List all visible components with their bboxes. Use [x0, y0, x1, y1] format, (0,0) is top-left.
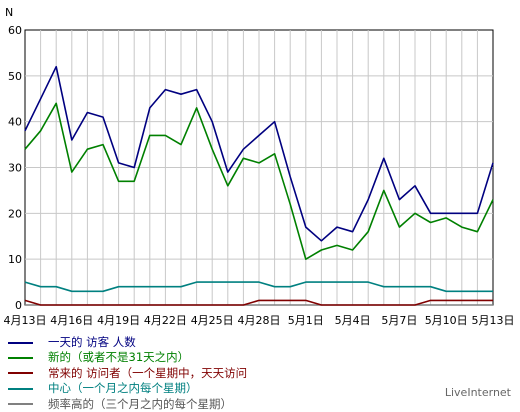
x-tick-label: 4月19日	[97, 314, 140, 327]
x-tick-label: 4月13日	[4, 314, 47, 327]
legend-item: 一天的 访客 人数	[8, 335, 247, 350]
legend-label: 一天的 访客 人数	[48, 335, 136, 349]
legend-label: 中心（一个月之内每个星期）	[48, 381, 198, 396]
y-tick-label: 0	[15, 299, 22, 312]
x-tick-label: 4月22日	[144, 314, 187, 327]
legend-label: 新的（或者不是31天之内）	[48, 350, 190, 365]
x-tick-label: 4月16日	[50, 314, 93, 327]
liveinternet-credit: LiveInternet	[444, 386, 511, 399]
legend-label: 频率高的（三个月之内的每个星期）	[48, 396, 232, 411]
x-tick-label: 5月10日	[425, 314, 468, 327]
series-line-0	[24, 65, 494, 242]
x-tick-label: 5月1日	[288, 314, 324, 327]
legend-label: 常来的 访问者（一个星期中，天天访问	[48, 365, 248, 380]
y-tick-label: 10	[8, 253, 22, 266]
legend-item: 频率高的（三个月之内的每个星期）	[8, 397, 247, 412]
x-tick-label: 4月25日	[191, 314, 234, 327]
x-tick-label: 5月4日	[335, 314, 371, 327]
legend-swatch	[8, 403, 33, 406]
y-axis-label: N	[5, 6, 13, 19]
x-tick-label: 5月13日	[472, 314, 515, 327]
y-tick-label: 40	[8, 116, 22, 129]
legend-swatch	[8, 387, 33, 390]
y-tick-label: 20	[8, 207, 22, 220]
legend-item: 中心（一个月之内每个星期）	[8, 381, 247, 396]
legend-item: 新的（或者不是31天之内）	[8, 350, 247, 365]
y-tick-label: 60	[8, 24, 22, 37]
x-tick-label: 4月28日	[238, 314, 281, 327]
line-chart: N 0 10 20 30 40 50 60 4月13日 4月16日 4月19日 4月22日 4月25日 4…	[4, 6, 515, 327]
legend-swatch	[8, 372, 33, 375]
legend-swatch	[8, 341, 33, 344]
series-line-3	[24, 281, 493, 293]
y-tick-label: 30	[8, 162, 22, 175]
series-line-2	[24, 299, 493, 306]
legend-item: 常来的 访问者（一个星期中，天天访问	[8, 366, 247, 381]
legend-swatch	[8, 357, 33, 360]
x-tick-label: 5月7日	[381, 314, 417, 327]
legend: 一天的 访客 人数 新的（或者不是31天之内） 常来的 访问者（一个星期中，天天访问…	[8, 335, 247, 412]
y-tick-label: 50	[8, 70, 22, 83]
series-line-1	[24, 102, 494, 261]
